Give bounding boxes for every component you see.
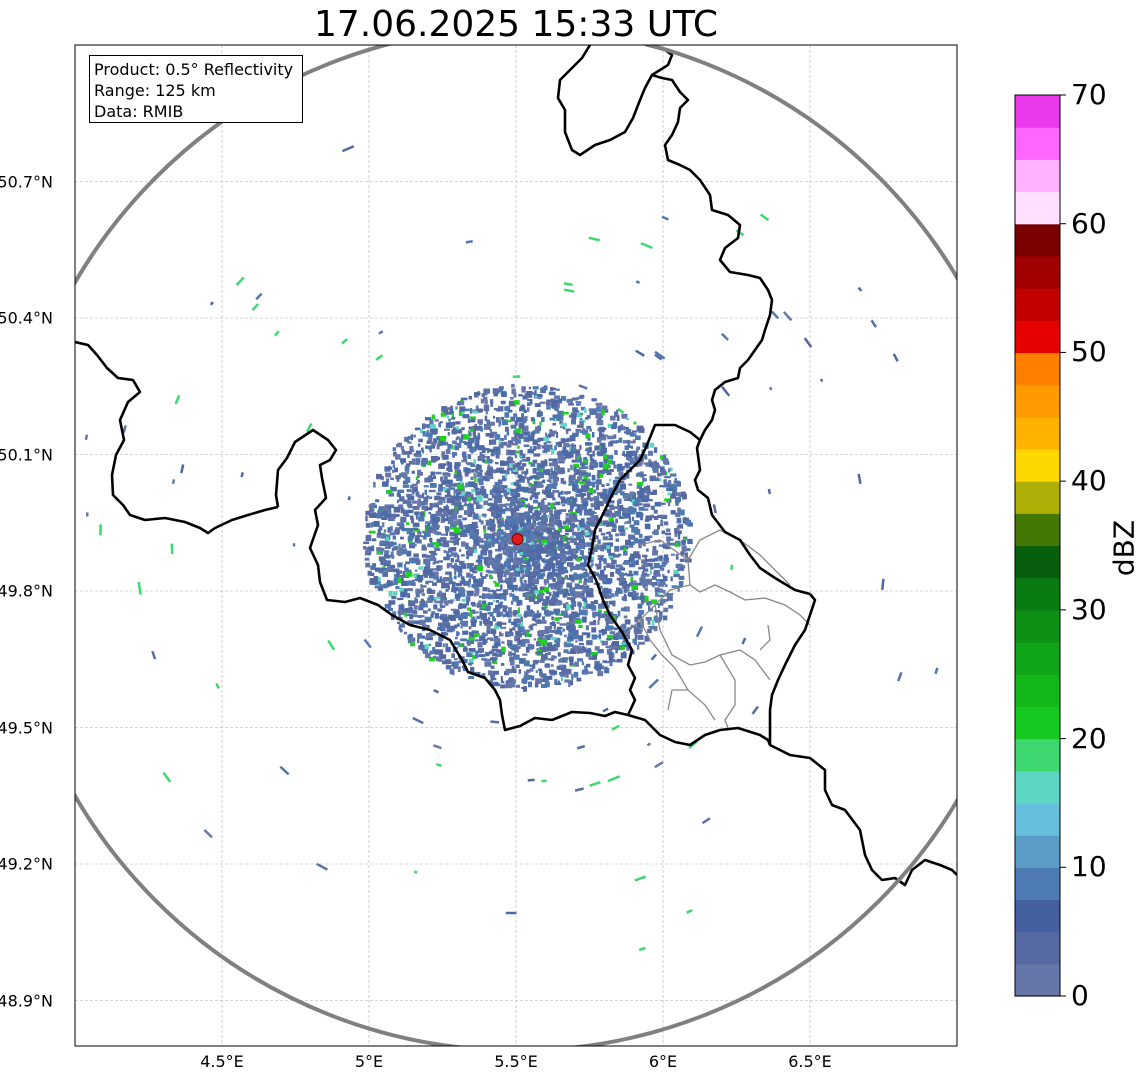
map-title: 17.06.2025 15:33 UTC <box>313 4 719 45</box>
colorbar-segment <box>1015 191 1060 225</box>
colorbar-tick-label: 50 <box>1071 335 1107 369</box>
border-lux-de <box>586 423 811 716</box>
colorbar-segment <box>1015 255 1060 289</box>
colorbar-segment <box>1015 706 1060 740</box>
lat-tick-label: 50.1°N <box>0 445 53 464</box>
colorbar <box>1014 94 1066 997</box>
colorbar-segment <box>1015 352 1060 386</box>
country-borders <box>75 45 957 887</box>
lat-tick-label: 49.5°N <box>0 718 53 737</box>
lat-tick-label: 49.2°N <box>0 854 53 874</box>
colorbar-segment <box>1015 481 1060 514</box>
colorbar-segment <box>1015 545 1060 579</box>
colorbar-segment <box>1015 127 1060 160</box>
plot-frame <box>74 44 958 1047</box>
info-product: Product: 0.5° Reflectivity <box>94 60 294 79</box>
colorbar-tick-label: 70 <box>1071 78 1107 111</box>
info-range: Range: 125 km <box>94 81 216 100</box>
province-border-line <box>654 604 771 681</box>
province-border-line <box>639 539 771 651</box>
colorbar-segment <box>1015 223 1060 257</box>
colorbar-segment <box>1015 513 1060 547</box>
colorbar-segment <box>1015 320 1060 354</box>
colorbar-segment <box>1015 867 1060 901</box>
colorbar-segment <box>1015 609 1060 643</box>
lon-tick-label: 6°E <box>648 1052 678 1071</box>
colorbar-tick-label: 30 <box>1071 592 1107 626</box>
border-luxembourg <box>274 428 629 732</box>
colorbar-segment <box>1015 448 1060 482</box>
colorbar-tick-label: 0 <box>1071 979 1089 1012</box>
info-data-source: Data: RMIB <box>94 102 184 121</box>
colorbar-tick-label: 40 <box>1071 464 1107 498</box>
lat-tick-label: 50.7°N <box>0 172 53 191</box>
colorbar-segment <box>1015 288 1060 321</box>
province-border-line <box>667 689 688 711</box>
border-west <box>75 340 279 535</box>
colorbar-segment <box>1015 159 1060 193</box>
lat-tick-label: 49.8°N <box>0 581 53 601</box>
colorbar-segment <box>1015 416 1060 450</box>
colorbar-segment <box>1015 642 1060 675</box>
radar-site-marker <box>511 533 524 546</box>
border-be-de <box>556 45 774 441</box>
province-border-line <box>639 619 716 721</box>
lon-tick-label: 5°E <box>354 1052 384 1071</box>
colorbar-label: dBZ <box>1107 519 1141 577</box>
lon-tick-label: 4.5°E <box>200 1052 244 1071</box>
colorbar-segment <box>1015 931 1060 965</box>
colorbar-segment <box>1015 835 1060 868</box>
colorbar-segment <box>1015 577 1060 611</box>
province-borders <box>624 529 811 729</box>
lat-tick-label: 50.4°N <box>0 308 53 328</box>
province-border-line <box>719 654 736 729</box>
lon-tick-label: 6.5°E <box>788 1052 832 1071</box>
colorbar-segment <box>1015 738 1060 772</box>
colorbar-frame <box>1014 94 1061 997</box>
colorbar-segment <box>1015 899 1060 933</box>
colorbar-segment <box>1015 674 1060 707</box>
colorbar-segment <box>1015 802 1060 836</box>
info-box: Product: 0.5° Reflectivity Range: 125 km… <box>89 55 303 123</box>
reflectivity-echoes <box>84 145 939 952</box>
colorbar-segment <box>1015 384 1060 418</box>
colorbar-segment <box>1015 95 1060 128</box>
lat-tick-label: 48.9°N <box>0 991 53 1010</box>
lon-tick-label: 5.5°E <box>494 1052 538 1071</box>
colorbar-tick-label: 60 <box>1071 206 1107 240</box>
colorbar-segment <box>1015 963 1060 997</box>
colorbar-segment <box>1015 770 1060 804</box>
border-de-fr <box>627 593 957 887</box>
colorbar-tick-label: 10 <box>1071 850 1107 884</box>
colorbar-tick-label: 20 <box>1071 721 1107 755</box>
